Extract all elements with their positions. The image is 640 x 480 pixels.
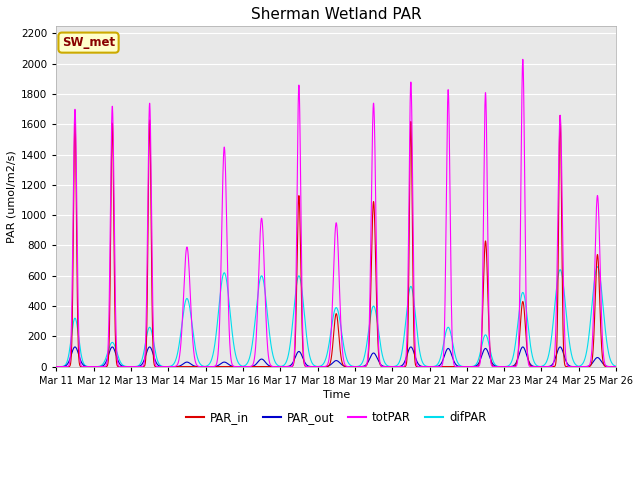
Text: SW_met: SW_met — [62, 36, 115, 49]
Legend: PAR_in, PAR_out, totPAR, difPAR: PAR_in, PAR_out, totPAR, difPAR — [182, 407, 491, 429]
Title: Sherman Wetland PAR: Sherman Wetland PAR — [251, 7, 422, 22]
Y-axis label: PAR (umol/m2/s): PAR (umol/m2/s) — [7, 150, 17, 242]
X-axis label: Time: Time — [323, 390, 350, 400]
